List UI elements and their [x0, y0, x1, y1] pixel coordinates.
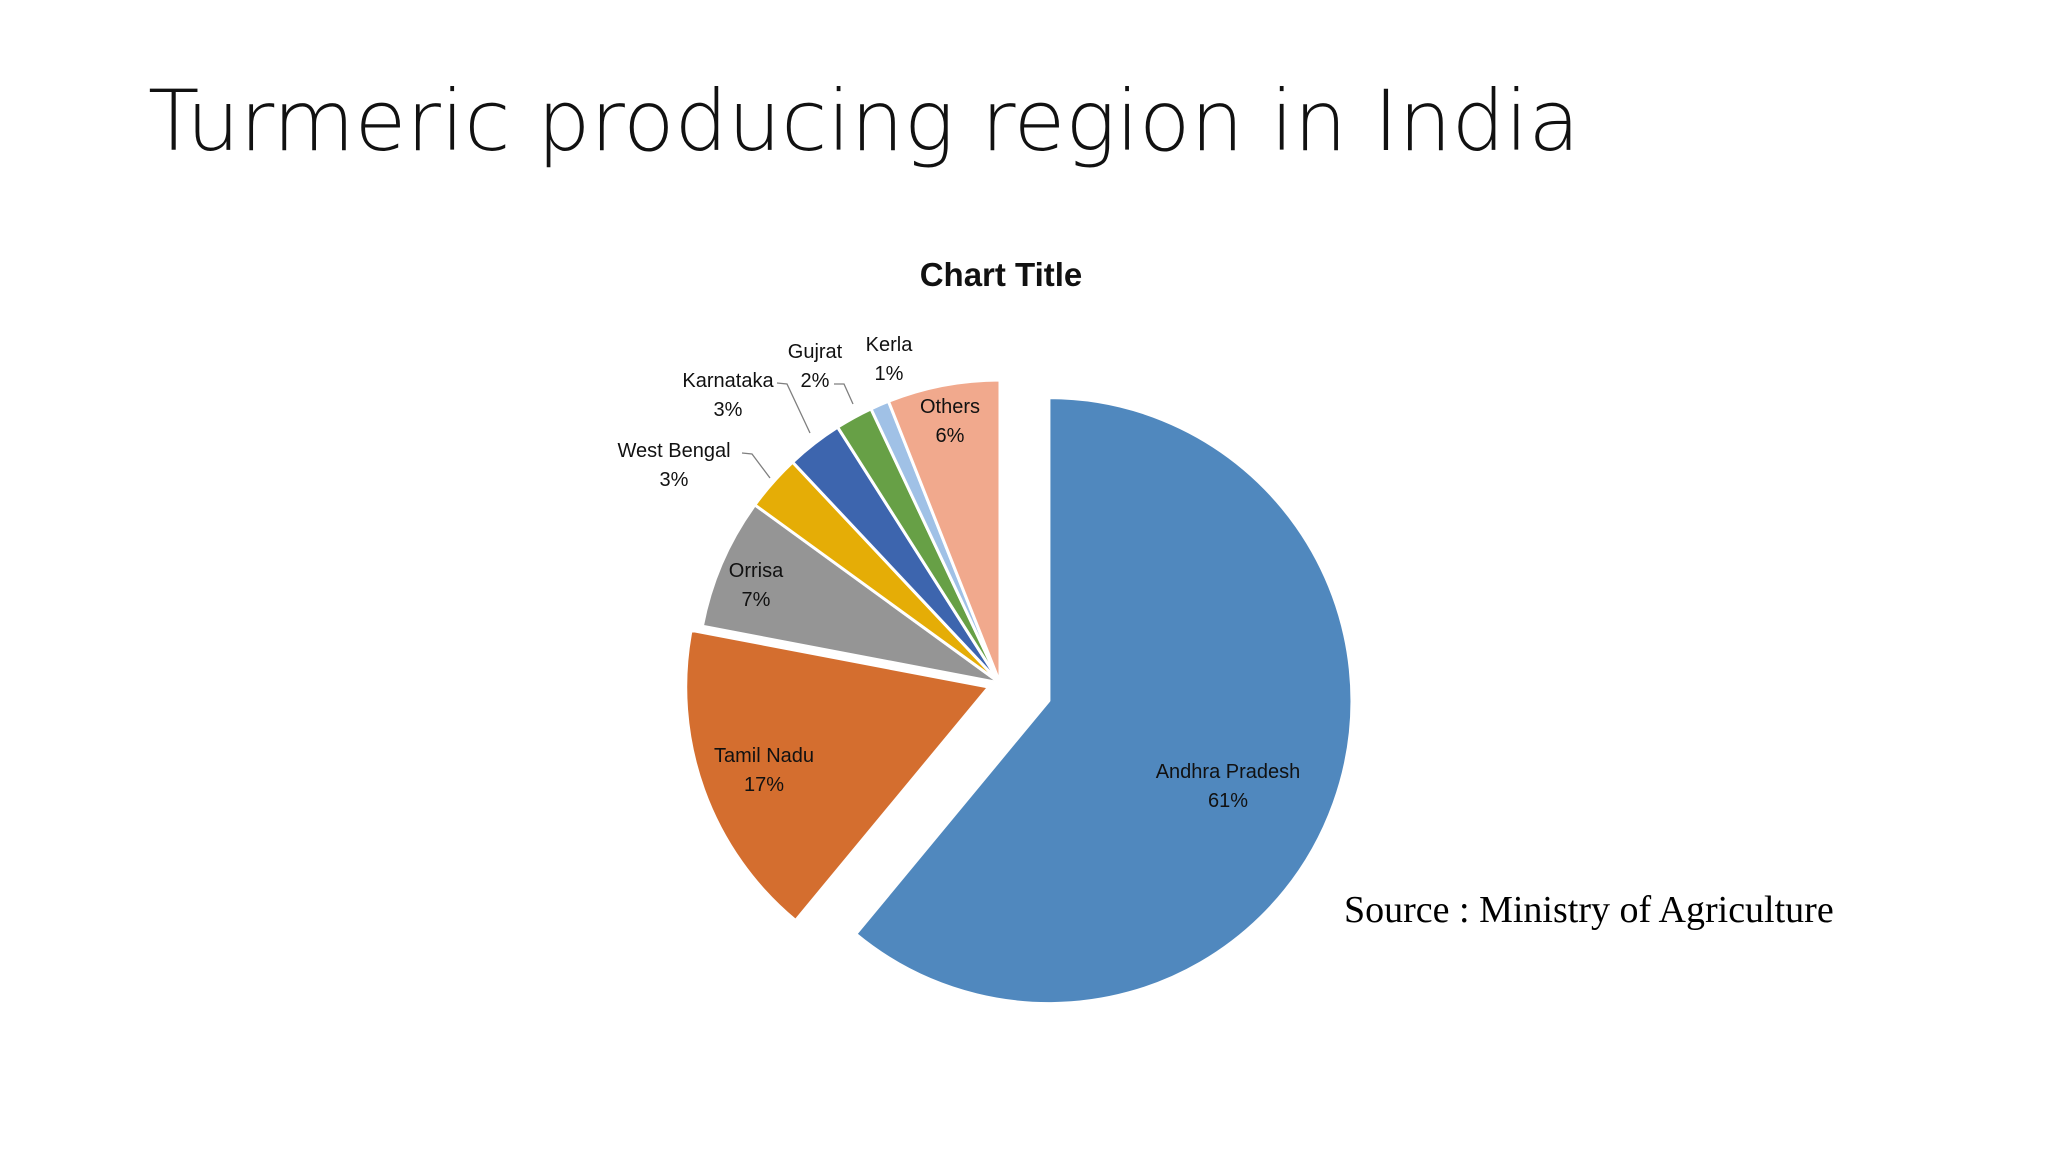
slice-label-percent: 61%: [1208, 790, 1248, 812]
slice-label-category: Karnataka: [682, 370, 774, 392]
slice-label-category: Andhra Pradesh: [1156, 761, 1301, 783]
leader-line-gujrat: [834, 383, 854, 405]
slide-title: Turmeric producing region in India: [148, 72, 1580, 170]
slice-label-karnataka: Karnataka 3%: [682, 370, 774, 421]
slices-layer: [684, 378, 1354, 1006]
slice-label-others: Others 6%: [920, 396, 980, 447]
slice-label-percent: 3%: [660, 469, 689, 491]
leader-line-karnataka: [776, 382, 811, 434]
slice-labels-layer: Andhra Pradesh 61% Tamil Nadu 17% Orrisa 7% We…: [617, 334, 1300, 812]
pie-slice-others: [886, 378, 1002, 685]
slice-label-andhra-pradesh: Andhra Pradesh 61%: [1156, 761, 1301, 812]
slice-label-gujrat: Gujrat 2%: [788, 341, 843, 392]
slice-label-percent: 7%: [742, 589, 771, 611]
slice-label-category: Kerla: [866, 334, 914, 356]
slice-label-percent: 6%: [936, 425, 965, 447]
chart-title: Chart Title: [920, 256, 1083, 293]
slice-label-west-bengal: West Bengal 3%: [617, 440, 730, 491]
pie-slice-orrisa: [700, 503, 1002, 685]
slice-label-orrisa: Orrisa 7%: [729, 560, 784, 611]
leader-lines-layer: [741, 382, 854, 479]
slice-label-category: Gujrat: [788, 341, 843, 363]
slice-label-percent: 2%: [801, 370, 830, 392]
slice-label-percent: 17%: [744, 774, 784, 796]
slice-label-percent: 3%: [714, 399, 743, 421]
slice-label-tamil-nadu: Tamil Nadu 17%: [714, 745, 814, 796]
slice-label-percent: 1%: [875, 363, 904, 385]
slice-label-kerla: Kerla 1%: [866, 334, 914, 385]
slice-label-category: Others: [920, 396, 980, 418]
slice-label-category: Tamil Nadu: [714, 745, 814, 767]
pie-slice-tamil-nadu: [684, 628, 991, 923]
pie-slice-andhra-pradesh: [854, 396, 1354, 1006]
source-note: Source : Ministry of Agriculture: [1344, 889, 1834, 931]
slice-label-category: West Bengal: [617, 440, 730, 462]
leader-line-west-bengal: [741, 452, 771, 479]
slice-label-category: Orrisa: [729, 560, 784, 582]
